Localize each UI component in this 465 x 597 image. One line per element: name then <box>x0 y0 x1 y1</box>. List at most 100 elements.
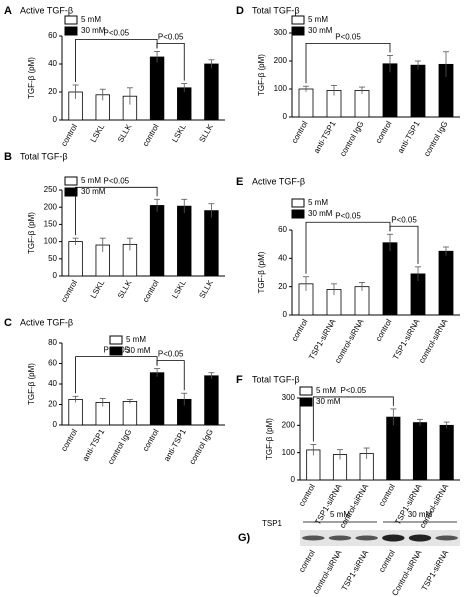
bar <box>439 424 454 481</box>
y-tick-label: 0 <box>53 271 58 280</box>
x-tick-label: anti-TSP1 <box>81 427 107 463</box>
bar <box>122 401 138 426</box>
bar <box>298 88 314 118</box>
legend-swatch <box>291 26 305 36</box>
significance-bracket <box>156 43 185 81</box>
panel-label: B <box>4 151 12 163</box>
significance-label: P<0.05 <box>158 350 184 359</box>
bar <box>204 210 219 277</box>
lane-label: control <box>377 548 397 573</box>
legend-label: 30 mM <box>316 397 341 406</box>
y-axis-label: TGF-β (pM) <box>27 363 36 405</box>
bar <box>410 64 426 118</box>
x-tick-label: control IgG <box>338 120 365 158</box>
x-tick-label: TSP1-siRNA <box>313 482 344 526</box>
chart-title: Total TGF-β <box>20 151 68 161</box>
legend-label: 30 mM <box>81 26 106 35</box>
bar <box>382 242 398 316</box>
panel-label: A <box>4 5 12 17</box>
x-tick-label: SLLK <box>197 122 215 144</box>
x-tick-label: control <box>374 119 394 144</box>
y-axis-label: TGF-β (pM) <box>27 57 36 99</box>
y-tick-label: 20 <box>48 87 57 96</box>
x-tick-label: LSKL <box>170 278 188 300</box>
x-tick-label: LSKL <box>89 278 107 300</box>
x-tick-label: control <box>297 482 317 507</box>
x-tick-label: SLLK <box>116 278 134 300</box>
significance-bracket <box>312 396 394 442</box>
bar <box>204 375 219 426</box>
legend-swatch <box>64 176 78 186</box>
legend-swatch <box>291 209 305 219</box>
significance-bracket <box>305 221 391 274</box>
legend-swatch <box>64 15 78 25</box>
legend-label: 30 mM <box>308 209 333 218</box>
blot-band <box>435 535 458 541</box>
y-tick-label: 0 <box>53 115 58 124</box>
blot-background <box>300 530 460 546</box>
x-tick-label: control IgG <box>188 428 215 466</box>
significance-label: P<0.05 <box>335 211 361 220</box>
y-tick-label: 200 <box>282 420 296 429</box>
significance-bracket <box>75 186 158 236</box>
y-tick-label: 50 <box>48 254 57 263</box>
x-tick-label: SLLK <box>116 122 134 144</box>
blot-band <box>355 535 378 541</box>
significance-bracket <box>156 360 185 391</box>
significance-label: P<0.05 <box>104 29 130 38</box>
significance-bracket <box>75 356 158 394</box>
x-tick-label: control IgG <box>106 428 133 466</box>
legend-label: 5 mM <box>316 386 336 395</box>
y-tick-label: 20 <box>278 282 287 291</box>
y-tick-label: 20 <box>48 400 57 409</box>
panel-label: C <box>4 317 12 329</box>
y-tick-label: 300 <box>282 393 296 402</box>
significance-bracket <box>389 225 419 264</box>
significance-bracket <box>75 39 158 82</box>
x-tick-label: control <box>290 317 310 342</box>
blot-band <box>382 534 405 542</box>
legend-swatch <box>64 26 78 36</box>
panel-label: F <box>236 374 243 386</box>
legend-swatch <box>109 335 123 345</box>
legend-label: 30 mM <box>308 26 333 35</box>
blot-band <box>328 535 352 541</box>
x-tick-label: anti-TSP1 <box>162 427 188 463</box>
y-axis-label: TGF-β (pM) <box>257 54 266 96</box>
significance-label: P<0.05 <box>104 176 130 185</box>
significance-label: P<0.05 <box>391 215 417 224</box>
lane-label: control <box>297 548 317 573</box>
y-axis-label: TGF-β (pM) <box>265 418 274 460</box>
legend-swatch <box>291 15 305 25</box>
x-tick-label: anti-TSP1 <box>312 119 338 155</box>
x-tick-label: LSKL <box>89 122 107 144</box>
bar <box>354 90 370 118</box>
bar <box>412 422 428 481</box>
legend-label: 5 mM <box>308 15 328 24</box>
row-label: TSP1 <box>262 519 283 528</box>
y-tick-label: 40 <box>48 59 57 68</box>
x-tick-label: control-siRNA <box>338 482 371 530</box>
x-tick-label: control <box>59 122 79 147</box>
legend-swatch <box>291 198 305 208</box>
x-tick-label: control <box>377 482 397 507</box>
y-tick-label: 200 <box>274 56 288 65</box>
legend-label: 30 mM <box>81 187 106 196</box>
legend-swatch <box>299 397 313 407</box>
chart-title: Total TGF-β <box>252 374 300 384</box>
y-tick-label: 40 <box>48 379 57 388</box>
x-tick-label: TSP1-siRNA <box>307 317 338 361</box>
x-tick-label: control <box>59 278 79 303</box>
x-tick-label: TSP1-siRNA <box>393 482 424 526</box>
panel-label: G) <box>238 532 251 544</box>
y-tick-label: 0 <box>291 475 296 484</box>
lane-label: control-siRNA <box>311 548 344 596</box>
x-tick-label: control <box>141 122 161 147</box>
bar <box>177 87 192 121</box>
lane-label: TSP1-siRNA <box>420 548 451 592</box>
y-tick-label: 200 <box>44 202 58 211</box>
significance-label: P<0.05 <box>104 346 130 355</box>
y-tick-label: 250 <box>44 185 58 194</box>
x-tick-label: anti-TSP1 <box>396 119 422 155</box>
